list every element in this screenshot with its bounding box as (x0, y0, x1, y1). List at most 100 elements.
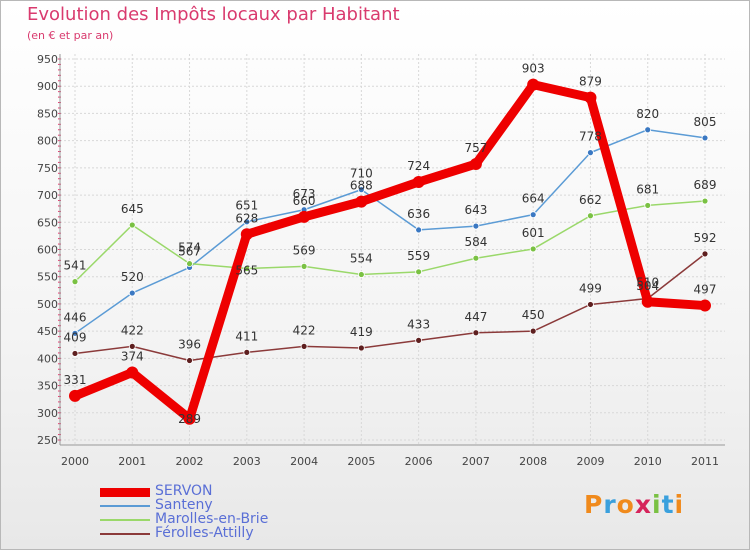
data-point-marolles-en-brie (587, 212, 594, 220)
data-label-f-rolles-attilly: 510 (636, 275, 659, 289)
data-label-santeny: 820 (636, 107, 659, 121)
data-point-marolles-en-brie (71, 278, 79, 286)
proxiti-logo: Proxiti (584, 490, 684, 519)
data-point-f-rolles-attilly (472, 329, 480, 337)
data-label-santeny: 710 (350, 167, 373, 181)
data-point-f-rolles-attilly (701, 250, 709, 258)
data-point-f-rolles-attilly (243, 348, 251, 356)
data-label-servon: 688 (350, 179, 373, 193)
data-label-marolles-en-brie: 584 (464, 235, 487, 249)
y-tick-label: 350 (37, 380, 58, 393)
data-label-servon: 331 (64, 373, 87, 387)
data-label-servon: 903 (522, 62, 545, 76)
data-label-santeny: 567 (178, 244, 201, 258)
logo-letter: o (616, 490, 635, 519)
data-point-servon (69, 389, 81, 402)
data-label-f-rolles-attilly: 411 (235, 329, 258, 343)
data-point-santeny (415, 226, 423, 234)
data-label-servon: 879 (579, 75, 602, 89)
legend-item-servon: SERVON (100, 483, 360, 499)
legend-swatch-servon (100, 488, 150, 497)
series-line-f-rolles-attilly (74, 253, 706, 362)
data-point-santeny (472, 222, 480, 230)
x-tick-label: 2010 (634, 455, 662, 468)
data-point-marolles-en-brie (701, 197, 709, 205)
data-point-santeny (701, 134, 709, 142)
chart-subtitle: (en € et par an) (27, 29, 114, 42)
data-label-marolles-en-brie: 569 (293, 243, 316, 257)
data-point-servon (584, 91, 597, 104)
legend-label-santeny: Santeny (155, 497, 213, 513)
data-point-marolles-en-brie (128, 221, 136, 229)
legend-label-ferolles: Férolles-Attilly (155, 525, 254, 541)
x-tick-label: 2007 (462, 455, 490, 468)
logo-letter: r (603, 490, 617, 519)
data-label-servon: 660 (293, 194, 316, 208)
data-point-servon (183, 412, 196, 425)
data-label-santeny: 651 (235, 199, 258, 213)
data-point-f-rolles-attilly (300, 342, 308, 350)
data-label-servon: 724 (407, 159, 430, 173)
y-tick-label: 900 (37, 80, 58, 93)
data-label-santeny: 805 (694, 115, 717, 129)
data-label-f-rolles-attilly: 447 (464, 310, 487, 324)
logo-letter: P (584, 490, 604, 519)
legend-item-marolles: Marolles-en-Brie (100, 511, 360, 527)
x-tick-label: 2003 (233, 455, 261, 468)
data-label-f-rolles-attilly: 409 (64, 330, 87, 344)
data-label-marolles-en-brie: 554 (350, 252, 373, 266)
legend-label-servon: SERVON (155, 483, 213, 499)
data-point-servon (469, 158, 482, 171)
data-label-f-rolles-attilly: 422 (293, 323, 316, 337)
x-tick-label: 2011 (691, 455, 719, 468)
x-tick-label: 2002 (176, 455, 204, 468)
legend: SERVON Santeny Marolles-en-Brie Férolles… (100, 483, 360, 541)
x-tick-label: 2000 (61, 455, 89, 468)
data-point-servon (298, 210, 311, 223)
data-point-santeny (243, 218, 251, 226)
data-label-santeny: 643 (464, 203, 487, 217)
data-label-servon: 497 (694, 283, 717, 297)
data-label-marolles-en-brie: 645 (121, 202, 144, 216)
data-label-marolles-en-brie: 662 (579, 193, 602, 207)
logo-letter: x (634, 490, 652, 519)
data-label-servon: 504 (636, 279, 659, 293)
y-tick-label: 250 (37, 434, 58, 447)
data-point-f-rolles-attilly (587, 301, 594, 308)
legend-item-ferolles: Férolles-Attilly (100, 525, 360, 541)
data-point-f-rolles-attilly (415, 336, 423, 344)
data-point-f-rolles-attilly (529, 327, 537, 335)
data-point-servon (355, 195, 368, 208)
x-tick-label: 2008 (519, 455, 547, 468)
x-tick-label: 2005 (347, 455, 375, 468)
y-tick-label: 600 (37, 244, 58, 257)
data-label-f-rolles-attilly: 592 (694, 231, 717, 245)
data-label-servon: 374 (121, 350, 144, 364)
data-point-servon (240, 228, 253, 241)
series-line-santeny (74, 129, 706, 335)
data-label-servon: 628 (235, 211, 258, 225)
data-label-servon: 289 (178, 412, 201, 426)
legend-swatch-marolles (100, 519, 150, 521)
data-label-santeny: 778 (579, 130, 602, 144)
legend-item-santeny: Santeny (100, 497, 360, 513)
y-tick-label: 750 (37, 162, 58, 175)
data-point-marolles-en-brie (644, 202, 652, 209)
data-label-f-rolles-attilly: 396 (178, 338, 201, 352)
data-point-marolles-en-brie (186, 260, 193, 268)
legend-label-marolles: Marolles-en-Brie (155, 511, 269, 527)
data-point-marolles-en-brie (300, 262, 308, 270)
data-point-santeny (128, 289, 136, 297)
data-point-marolles-en-brie (529, 245, 537, 253)
y-tick-label: 550 (37, 271, 58, 284)
chart-title: Evolution des Impôts locaux par Habitant (27, 4, 400, 25)
y-tick-label: 700 (37, 189, 58, 202)
y-tick-label: 450 (37, 325, 58, 338)
data-label-f-rolles-attilly: 422 (121, 323, 144, 337)
data-label-marolles-en-brie: 574 (178, 241, 201, 255)
x-tick-label: 2006 (405, 455, 433, 468)
data-label-marolles-en-brie: 559 (407, 249, 430, 263)
data-point-servon (699, 299, 711, 312)
